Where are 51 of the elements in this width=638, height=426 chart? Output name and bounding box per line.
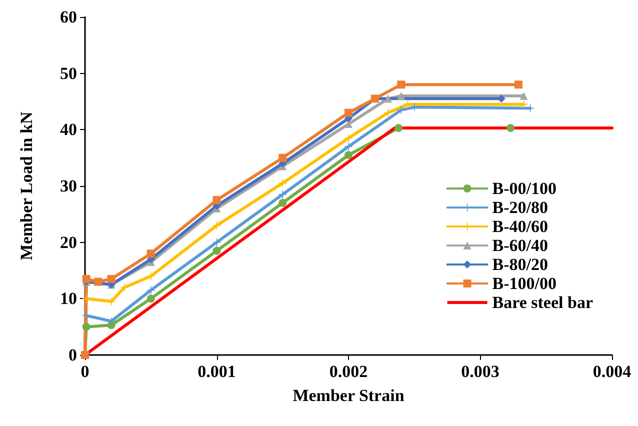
y-tick-label: 10 xyxy=(60,289,77,308)
point xyxy=(506,124,515,132)
point xyxy=(82,274,90,283)
point xyxy=(278,190,287,198)
point xyxy=(384,108,392,117)
point xyxy=(107,321,116,330)
point xyxy=(514,80,522,89)
y-tick-label: 0 xyxy=(68,346,77,364)
point xyxy=(107,317,116,326)
y-tick-label: 20 xyxy=(60,232,77,252)
legend-label: B-00/100 xyxy=(492,179,557,198)
legend-label: B-60/40 xyxy=(492,236,548,255)
legend-label: Bare steel bar xyxy=(492,293,594,312)
point xyxy=(278,198,287,207)
point xyxy=(384,94,392,103)
y-tick-label: 50 xyxy=(60,64,77,83)
point xyxy=(278,179,287,188)
x-tick-label: 0 xyxy=(80,362,90,381)
legend-label: B-20/80 xyxy=(492,198,548,217)
y-tick-label: 30 xyxy=(60,176,77,196)
point xyxy=(344,151,352,160)
point xyxy=(212,221,221,230)
point xyxy=(82,322,90,331)
point xyxy=(397,92,406,100)
point xyxy=(146,272,155,280)
x-tick-label: 0.002 xyxy=(329,362,368,381)
point xyxy=(344,142,352,151)
legend-label: B-100/00 xyxy=(492,274,557,293)
point xyxy=(146,294,155,303)
point xyxy=(146,250,155,258)
point xyxy=(212,246,221,255)
point xyxy=(107,274,116,283)
legend-label: B-40/60 xyxy=(492,217,548,236)
point xyxy=(344,134,352,142)
point xyxy=(520,92,528,100)
x-tick-label: 0.004 xyxy=(592,362,632,381)
x-tick-label: 0.003 xyxy=(461,362,500,381)
point xyxy=(120,283,129,292)
point xyxy=(94,278,102,286)
legend-label: B-80/20 xyxy=(492,255,548,274)
point xyxy=(212,196,221,204)
y-tick-label: 60 xyxy=(60,8,77,26)
point xyxy=(397,80,406,89)
point xyxy=(394,124,403,132)
x-tick-label: 0.001 xyxy=(198,362,236,381)
x-axis-title: Member Strain xyxy=(292,386,405,405)
point xyxy=(278,154,287,162)
y-axis-title: Member Load in kN xyxy=(17,111,36,260)
y-tick-label: 40 xyxy=(60,120,77,140)
point xyxy=(344,108,352,117)
point xyxy=(146,286,155,294)
